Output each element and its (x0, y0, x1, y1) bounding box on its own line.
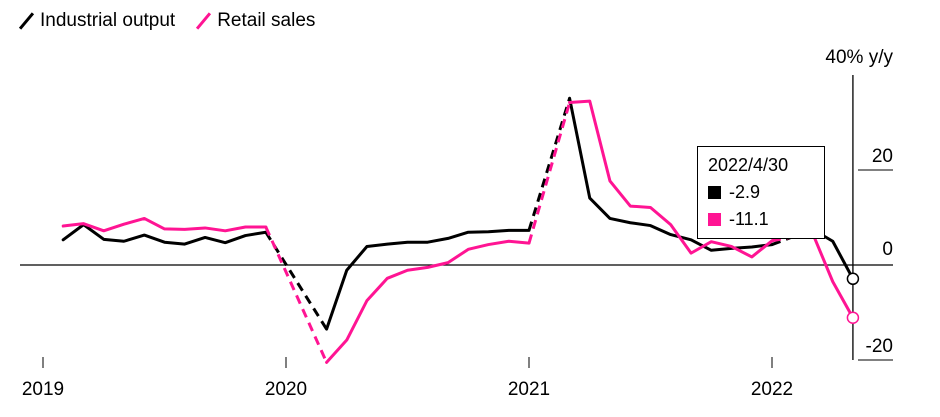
y-tick-label-0: 0 (882, 239, 893, 260)
legend-item-retail[interactable]: Retail sales (195, 10, 315, 32)
hover-tooltip: 2022/4/30 -2.9 -11.1 (697, 146, 825, 239)
industrial-swatch-icon (18, 13, 34, 29)
y-tick-label-20: 20 (872, 146, 893, 167)
tooltip-retail-value: -11.1 (729, 209, 769, 229)
series-line-retail (61, 216, 268, 233)
retail-square-icon (708, 213, 721, 226)
legend-label-retail: Retail sales (217, 10, 316, 31)
last-point-marker-industrial (846, 272, 860, 286)
legend: Industrial output Retail sales (18, 10, 329, 32)
y-unit-label: 40% y/y (825, 47, 893, 68)
retail-swatch-icon (195, 13, 211, 29)
series-line-retail (811, 231, 855, 320)
tooltip-industrial-value: -2.9 (729, 182, 761, 202)
series-dashed-gap-industrial (527, 97, 572, 231)
tooltip-row-retail: -11.1 (708, 209, 814, 230)
legend-item-industrial[interactable]: Industrial output (18, 10, 175, 32)
x-tick-label-2020: 2020 (265, 379, 307, 400)
series-line-industrial (325, 228, 531, 331)
series-dashed-gap-retail (264, 226, 328, 363)
series-dashed-gap-retail (527, 102, 572, 244)
tick-labels: 2019 2020 2021 2022 40% y/y 20 0 -20 (22, 47, 894, 400)
tooltip-row-industrial: -2.9 (708, 182, 814, 203)
series-line-retail (568, 99, 774, 259)
series-line-industrial (61, 223, 268, 246)
series-line-industrial (568, 96, 774, 252)
series-line-retail (325, 239, 531, 364)
legend-label-industrial: Industrial output (40, 10, 176, 31)
last-point-marker-retail (846, 311, 860, 324)
x-tick-label-2019: 2019 (22, 379, 64, 400)
tooltip-date: 2022/4/30 (708, 155, 789, 175)
y-tick-label--20: -20 (866, 336, 893, 357)
x-tick-label-2021: 2021 (508, 379, 550, 400)
industrial-square-icon (708, 186, 721, 199)
x-tick-label-2022: 2022 (751, 379, 793, 400)
